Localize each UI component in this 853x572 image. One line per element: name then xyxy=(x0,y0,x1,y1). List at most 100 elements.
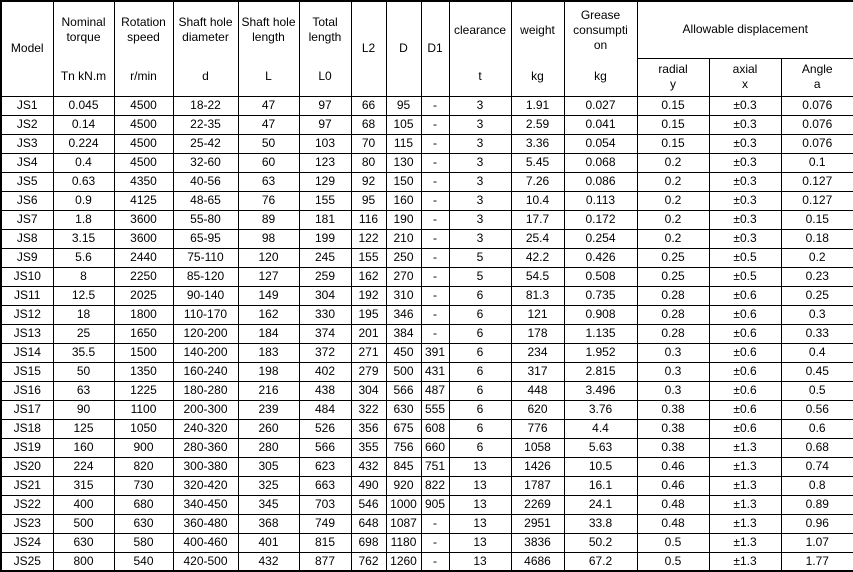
col-header-d1-label: D1 xyxy=(427,41,443,56)
table-cell: 0.4 xyxy=(780,342,853,363)
table-cell: 1087 xyxy=(385,513,422,534)
table-cell: 432 xyxy=(237,551,300,572)
table-cell: 47 xyxy=(237,114,300,135)
table-cell: 13 xyxy=(448,494,512,515)
table-cell: 184 xyxy=(237,323,300,344)
table-cell: 5 xyxy=(448,266,512,287)
table-cell: 0.3 xyxy=(636,342,710,363)
table-cell: 0.5 xyxy=(636,532,710,553)
col-header-total-length: Total length L0 xyxy=(298,0,352,97)
table-cell: 0.38 xyxy=(636,399,710,420)
table-cell: 905 xyxy=(420,494,450,515)
table-cell: 68 xyxy=(350,114,387,135)
table-cell: 0.426 xyxy=(563,247,638,268)
table-cell: 48-65 xyxy=(172,190,239,211)
table-cell: JS17 xyxy=(0,399,54,420)
table-cell: 0.25 xyxy=(636,266,710,287)
table-cell: 1.91 xyxy=(510,95,565,116)
table-cell: 1350 xyxy=(113,361,174,382)
table-cell: ±0.3 xyxy=(708,133,782,154)
table-cell: 0.508 xyxy=(563,266,638,287)
table-cell: 3600 xyxy=(113,228,174,249)
table-cell: 270 xyxy=(385,266,422,287)
table-cell: 12.5 xyxy=(52,285,115,306)
table-cell: - xyxy=(420,190,450,211)
col-header-l2-label: L2 xyxy=(361,41,376,56)
table-cell: 90-140 xyxy=(172,285,239,306)
col-header-length-label: Shaft hole length xyxy=(241,15,296,45)
table-cell: 3 xyxy=(448,209,512,230)
table-cell: - xyxy=(420,133,450,154)
col-header-diameter-unit: d xyxy=(202,69,209,84)
table-cell: 13 xyxy=(448,551,512,572)
table-cell: 762 xyxy=(350,551,387,572)
table-cell: 0.4 xyxy=(52,152,115,173)
table-cell: 75-110 xyxy=(172,247,239,268)
table-cell: JS4 xyxy=(0,152,54,173)
table-cell: 608 xyxy=(420,418,450,439)
table-cell: JS15 xyxy=(0,361,54,382)
table-cell: 1.77 xyxy=(780,551,853,572)
table-cell: 120-200 xyxy=(172,323,239,344)
table-cell: - xyxy=(420,532,450,553)
table-cell: 0.23 xyxy=(780,266,853,287)
table-cell: - xyxy=(420,551,450,572)
table-cell: 490 xyxy=(350,475,387,496)
table-cell: 162 xyxy=(350,266,387,287)
table-cell: 240-320 xyxy=(172,418,239,439)
table-cell: 16.1 xyxy=(563,475,638,496)
table-cell: 60 xyxy=(237,152,300,173)
table-cell: 0.46 xyxy=(636,456,710,477)
table-cell: 160 xyxy=(385,190,422,211)
table-cell: 1800 xyxy=(113,304,174,325)
table-cell: 4500 xyxy=(113,133,174,154)
col-header-clearance: clearance t xyxy=(448,0,512,97)
table-cell: 4500 xyxy=(113,95,174,116)
table-cell: 1.135 xyxy=(563,323,638,344)
table-cell: 345 xyxy=(237,494,300,515)
table-header: Model Nominal torque Tn kN.m Rotation sp… xyxy=(0,0,853,97)
table-cell: 0.28 xyxy=(636,323,710,344)
table-cell: - xyxy=(420,513,450,534)
table-cell: 401 xyxy=(237,532,300,553)
table-cell: 0.2 xyxy=(780,247,853,268)
table-cell: 0.735 xyxy=(563,285,638,306)
table-cell: 90 xyxy=(52,399,115,420)
table-cell: - xyxy=(420,285,450,306)
table-cell: JS20 xyxy=(0,456,54,477)
table-cell: JS9 xyxy=(0,247,54,268)
table-cell: 0.3 xyxy=(636,361,710,382)
table-cell: 1.07 xyxy=(780,532,853,553)
table-cell: 259 xyxy=(298,266,352,287)
table-cell: 1260 xyxy=(385,551,422,572)
table-cell: 4500 xyxy=(113,114,174,135)
table-cell: 42.2 xyxy=(510,247,565,268)
table-cell: 4125 xyxy=(113,190,174,211)
col-header-grease-unit: kg xyxy=(594,69,607,84)
table-cell: 3 xyxy=(448,171,512,192)
table-cell: 1100 xyxy=(113,399,174,420)
table-cell: 0.2 xyxy=(636,209,710,230)
table-cell: 6 xyxy=(448,380,512,401)
table-row: JS6 0.9 4125 48-65 76 155 95 160-3 10.4 0.113 0.2 ±… xyxy=(0,190,853,211)
table-cell: 400 xyxy=(52,494,115,515)
table-cell: 317 xyxy=(510,361,565,382)
table-cell: 360-480 xyxy=(172,513,239,534)
col-header-length-unit: L xyxy=(265,69,272,84)
table-cell: 116 xyxy=(350,209,387,230)
table-cell: 85-120 xyxy=(172,266,239,287)
table-cell: ±1.3 xyxy=(708,437,782,458)
table-cell: 900 xyxy=(113,437,174,458)
table-cell: 1650 xyxy=(113,323,174,344)
table-cell: 1.952 xyxy=(563,342,638,363)
table-cell: 340-450 xyxy=(172,494,239,515)
table-cell: 3600 xyxy=(113,209,174,230)
table-cell: 280 xyxy=(237,437,300,458)
table-cell: 3 xyxy=(448,228,512,249)
table-cell: 1500 xyxy=(113,342,174,363)
table-cell: 0.908 xyxy=(563,304,638,325)
table-cell: ±0.3 xyxy=(708,114,782,135)
table-cell: 162 xyxy=(237,304,300,325)
table-cell: JS7 xyxy=(0,209,54,230)
table-cell: 0.2 xyxy=(636,152,710,173)
